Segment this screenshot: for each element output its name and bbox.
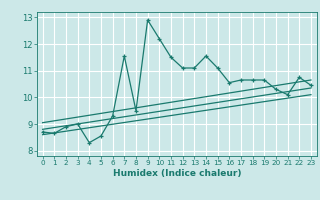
X-axis label: Humidex (Indice chaleur): Humidex (Indice chaleur) bbox=[113, 169, 241, 178]
